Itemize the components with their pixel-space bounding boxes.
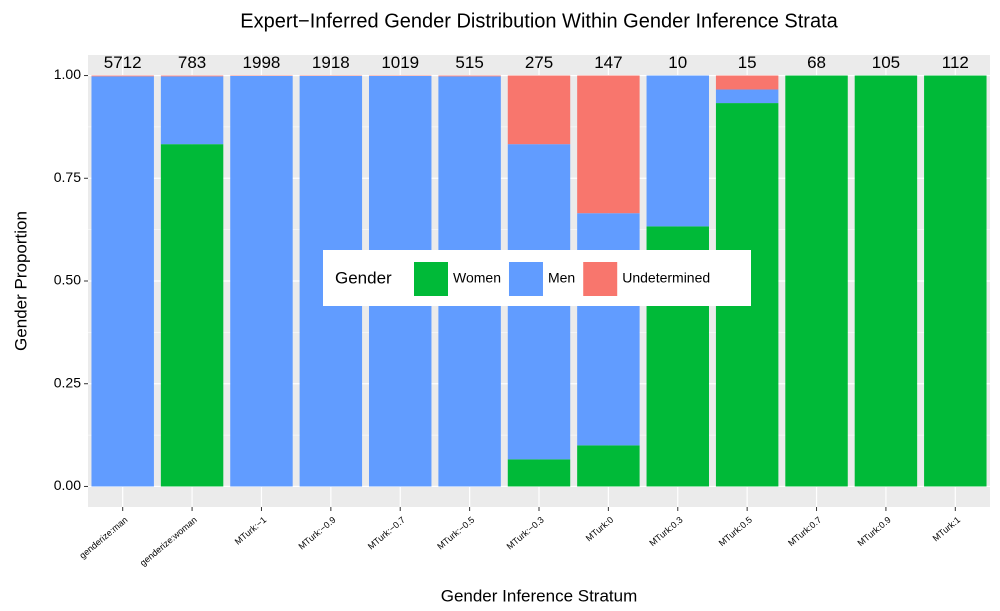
y-tick-label: 0.25 xyxy=(54,374,81,390)
y-tick-label: 1.00 xyxy=(54,66,81,82)
bar-segment xyxy=(91,76,154,487)
legend-label: Undetermined xyxy=(622,270,710,286)
chart-title: Expert−Inferred Gender Distribution With… xyxy=(240,10,838,32)
count-label: 68 xyxy=(807,53,826,72)
bar-segment xyxy=(785,75,848,487)
x-tick-label: MTurk:1 xyxy=(931,515,962,544)
x-tick-label: MTurk:−0.3 xyxy=(505,515,546,552)
x-tick-label: MTurk:−0.5 xyxy=(435,515,476,552)
count-label: 147 xyxy=(594,53,622,72)
bar-segment xyxy=(438,75,501,77)
bar-segment xyxy=(646,75,709,227)
bar-segment xyxy=(577,75,640,214)
count-label: 105 xyxy=(872,53,900,72)
bar-segment xyxy=(577,213,640,446)
bar-segment xyxy=(854,75,918,487)
count-label: 1918 xyxy=(312,53,350,72)
x-tick-label: MTurk:−0.7 xyxy=(366,515,407,552)
x-tick-label: MTurk:0.3 xyxy=(647,515,684,548)
bar-segment xyxy=(715,75,779,90)
count-label: 1019 xyxy=(381,53,419,72)
count-label: 112 xyxy=(942,53,969,72)
legend: Gender Women Men Undetermined xyxy=(323,250,751,306)
x-tick-label: MTurk:0.5 xyxy=(717,515,754,548)
legend-key xyxy=(583,262,618,296)
x-tick-label: MTurk:−0.9 xyxy=(296,515,337,552)
legend-key xyxy=(508,262,543,296)
x-tick-label: genderize:man xyxy=(77,515,129,561)
x-tick-label: MTurk:0 xyxy=(584,515,615,544)
x-axis-title: Gender Inference Stratum xyxy=(441,586,638,605)
count-label: 1998 xyxy=(243,53,281,72)
bar-segment xyxy=(924,75,987,487)
bar-segment xyxy=(160,75,224,77)
bar-segment xyxy=(160,144,224,487)
y-axis-title: Gender Proportion xyxy=(11,211,30,351)
bar-segment xyxy=(507,75,571,145)
count-label: 783 xyxy=(178,53,206,72)
count-label: 5712 xyxy=(104,53,142,72)
legend-title: Gender xyxy=(335,268,392,287)
legend-label: Women xyxy=(453,270,501,286)
bar-segment xyxy=(577,445,640,487)
count-label: 15 xyxy=(738,53,757,72)
x-tick-label: MTurk:−1 xyxy=(233,515,268,547)
count-label: 515 xyxy=(455,53,483,72)
y-tick-label: 0.50 xyxy=(54,272,81,288)
x-tick-label: MTurk:0.9 xyxy=(856,515,893,548)
bar-segment xyxy=(507,459,571,487)
bar-segment xyxy=(230,75,293,487)
legend-label: Men xyxy=(548,270,575,286)
count-label: 275 xyxy=(525,53,553,72)
x-tick-label: MTurk:0.7 xyxy=(786,515,823,548)
bar-segment xyxy=(160,76,224,145)
legend-key xyxy=(414,262,448,296)
count-label: 10 xyxy=(668,53,687,72)
x-tick-label: genderize:woman xyxy=(138,515,199,568)
bar-segment xyxy=(715,89,779,104)
y-tick-label: 0.75 xyxy=(54,169,81,185)
y-tick-label: 0.00 xyxy=(54,477,81,493)
bar-segment xyxy=(91,75,154,77)
